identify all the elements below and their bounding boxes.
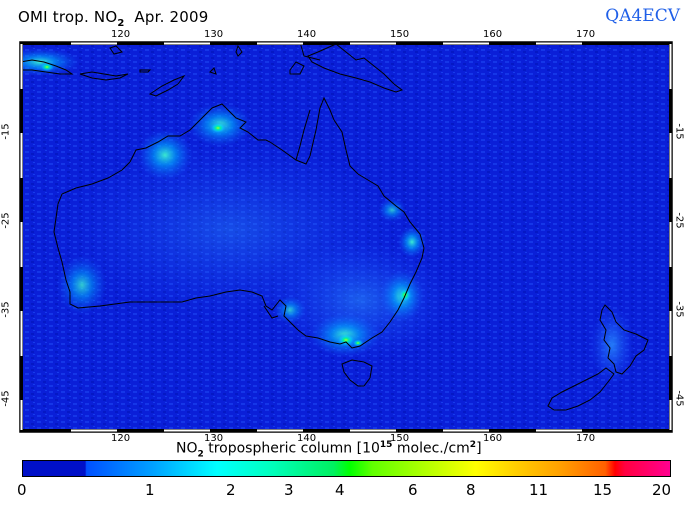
lon-tick-top: 140: [297, 29, 317, 40]
coastline-png: [307, 43, 404, 93]
lon-tick-bottom: 170: [576, 433, 596, 444]
coastline-australia: [53, 96, 425, 349]
colorbar-tick: 4: [335, 481, 345, 499]
colorbar-tick: 20: [652, 481, 672, 499]
lon-tick-top: 130: [204, 29, 224, 40]
coastline-java: [21, 59, 74, 75]
colorbar-tick: 1: [145, 481, 155, 499]
colorbar-tick: 15: [593, 481, 613, 499]
lon-tick-top: 150: [390, 29, 410, 40]
lat-tick-left: -25: [0, 212, 12, 229]
colorbar-tick: 6: [408, 481, 418, 499]
colorbar-tick: 0: [17, 481, 27, 499]
lat-tick-right: -25: [673, 212, 685, 229]
colorbar: [22, 460, 671, 477]
lon-tick-top: 170: [576, 29, 596, 40]
lon-tick-top: 160: [483, 29, 503, 40]
colorbar-tick: 3: [284, 481, 294, 499]
frame-ticks: [20, 42, 672, 432]
colorbar-label: NO2 tropospheric column [1015 molec./cm2…: [176, 440, 482, 460]
coastline-tasmania: [341, 359, 373, 387]
coastline-nz-north: [599, 304, 649, 375]
lat-tick-left: -45: [0, 390, 12, 407]
lat-tick-right: -35: [673, 301, 685, 318]
lat-tick-left: -35: [0, 301, 12, 318]
lat-tick-left: -15: [0, 123, 12, 140]
colorbar-tick: 2: [226, 481, 236, 499]
lon-tick-bottom: 120: [111, 433, 131, 444]
lon-tick-bottom: 160: [483, 433, 503, 444]
coastline-nz-south: [547, 367, 615, 411]
lon-tick-bottom: 150: [390, 433, 410, 444]
colorbar-tick: 11: [529, 481, 549, 499]
lon-tick-bottom: 140: [297, 433, 317, 444]
lon-tick-top: 120: [111, 29, 131, 40]
no2-field: [21, 48, 634, 385]
coastlines: [21, 43, 649, 411]
brand-label: QA4ECV: [605, 6, 680, 26]
lon-tick-bottom: 130: [204, 433, 224, 444]
lat-tick-right: -45: [673, 390, 685, 407]
map-title: OMI trop. NO2 Apr. 2009: [18, 8, 209, 29]
lat-tick-right: -15: [673, 123, 685, 140]
colorbar-tick: 8: [466, 481, 476, 499]
coastline-timor: [148, 74, 186, 97]
